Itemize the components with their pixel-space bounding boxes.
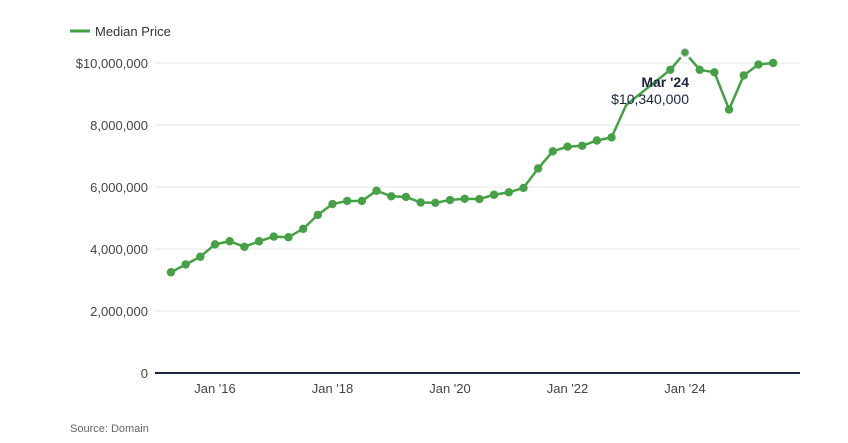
y-tick-label: 8,000,000 bbox=[90, 118, 148, 133]
y-axis-labels: 0 2,000,000 4,000,000 6,000,000 8,000,000 $10… bbox=[76, 56, 148, 381]
x-tick-label: Jan '16 bbox=[194, 381, 236, 396]
x-tick-label: Jan '22 bbox=[547, 381, 589, 396]
data-point bbox=[416, 198, 425, 207]
data-point bbox=[225, 237, 234, 246]
data-point bbox=[724, 105, 734, 114]
y-tick-label: 2,000,000 bbox=[90, 304, 148, 319]
data-point bbox=[519, 183, 528, 193]
data-point bbox=[313, 210, 323, 220]
data-point bbox=[196, 252, 205, 261]
y-tick-label: 0 bbox=[141, 366, 148, 381]
data-point bbox=[592, 136, 602, 145]
data-point bbox=[284, 233, 293, 242]
source-note: Source: Domain bbox=[70, 423, 149, 435]
data-point bbox=[460, 194, 469, 203]
data-point bbox=[387, 192, 396, 201]
data-point bbox=[563, 142, 572, 151]
data-point bbox=[710, 68, 719, 77]
y-tick-label: 4,000,000 bbox=[90, 242, 148, 257]
data-point bbox=[768, 58, 778, 68]
data-point bbox=[475, 194, 484, 204]
data-point bbox=[328, 199, 337, 209]
legend-label: Median Price bbox=[95, 24, 171, 39]
data-point bbox=[166, 268, 176, 277]
data-point bbox=[431, 198, 440, 208]
data-point bbox=[357, 196, 367, 206]
x-axis-labels: Jan '16 Jan '18 Jan '20 Jan '22 Jan '24 bbox=[194, 381, 706, 396]
data-point bbox=[342, 196, 352, 206]
annotation: Mar '24$10,340,000 bbox=[611, 45, 692, 107]
legend: Median Price bbox=[70, 24, 171, 39]
x-tick-label: Jan '18 bbox=[312, 381, 354, 396]
data-point bbox=[445, 195, 455, 205]
gridlines bbox=[155, 62, 800, 312]
data-point bbox=[298, 224, 308, 234]
data-point bbox=[401, 192, 411, 202]
x-tick-label: Jan '24 bbox=[664, 381, 706, 396]
data-point bbox=[695, 65, 704, 75]
data-point bbox=[666, 65, 675, 75]
data-point bbox=[754, 60, 763, 69]
annotation-value: $10,340,000 bbox=[611, 91, 689, 107]
data-point bbox=[739, 71, 748, 80]
data-point bbox=[577, 141, 587, 150]
data-point bbox=[607, 133, 616, 142]
data-point bbox=[269, 232, 278, 241]
y-tick-label: 6,000,000 bbox=[90, 180, 148, 195]
data-point bbox=[489, 190, 499, 199]
data-point bbox=[372, 186, 381, 195]
x-tick-label: Jan '20 bbox=[429, 381, 471, 396]
data-point bbox=[533, 164, 543, 173]
series-median-price bbox=[166, 48, 778, 277]
series-line bbox=[170, 51, 774, 274]
y-tick-label: $10,000,000 bbox=[76, 56, 148, 71]
data-point bbox=[240, 242, 249, 252]
data-point bbox=[548, 147, 558, 156]
data-point bbox=[210, 240, 220, 249]
data-point bbox=[181, 260, 190, 269]
data-point bbox=[504, 188, 513, 197]
data-point bbox=[254, 237, 264, 246]
annotation-title: Mar '24 bbox=[641, 74, 689, 90]
highlighted-point bbox=[681, 48, 689, 56]
